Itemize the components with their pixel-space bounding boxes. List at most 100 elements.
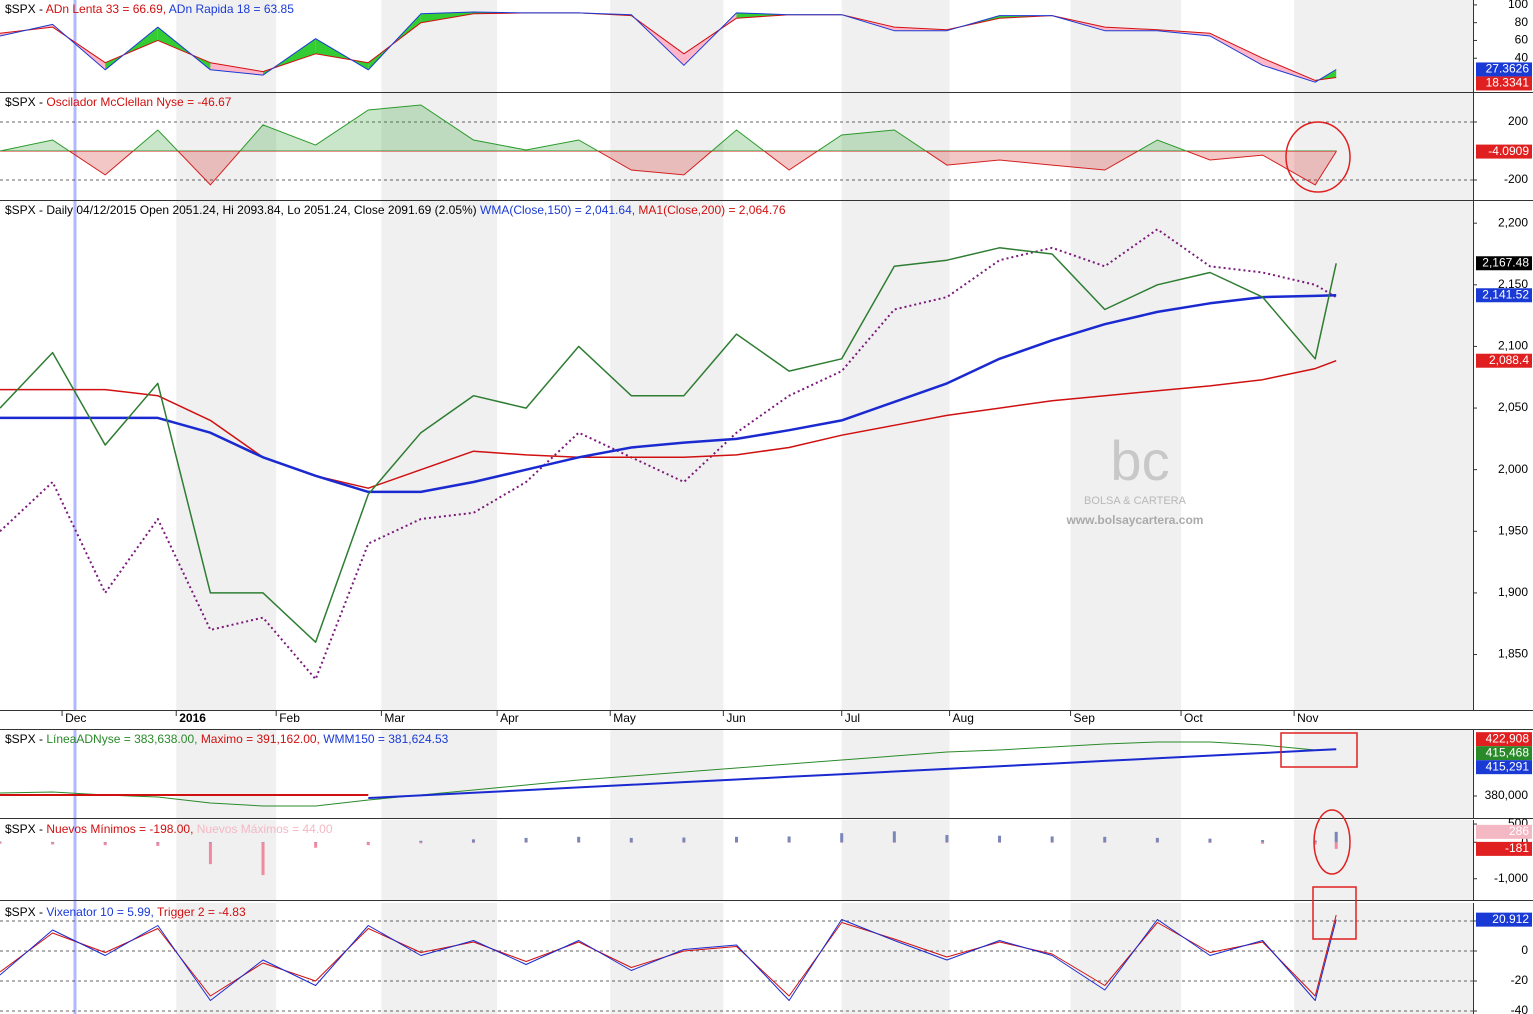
bar — [682, 842, 686, 843]
bar — [156, 842, 160, 846]
bar — [471, 842, 475, 844]
title-part: $SPX - Daily 04/12/2015 Open 2051.24, Hi… — [5, 203, 480, 217]
bar — [0, 841, 2, 843]
x-tick-label: 2016 — [179, 711, 206, 725]
bar — [1208, 842, 1212, 844]
price-label: 2,088.4 — [1489, 353, 1529, 367]
bar — [1313, 840, 1317, 843]
panel-title: $SPX - Vixenator 10 = 5.99, Trigger 2 = … — [5, 905, 246, 919]
price-label: -4.0909 — [1488, 144, 1529, 158]
bar — [419, 840, 423, 843]
price-label: 20.912 — [1492, 912, 1529, 926]
bar — [892, 831, 896, 843]
month-band — [1294, 820, 1473, 900]
x-tick-label: Sep — [1074, 711, 1096, 725]
title-part: MA1(Close,200) = 2,064.76 — [638, 203, 785, 217]
price-label-box — [1476, 746, 1532, 761]
x-tick-label: Mar — [384, 711, 405, 725]
bar — [577, 836, 581, 843]
bar — [577, 842, 581, 843]
y-tick-label: 0 — [1521, 834, 1528, 848]
bar — [1261, 840, 1265, 843]
panel-title: $SPX - Oscilador McClellan Nyse = -46.67 — [5, 95, 232, 109]
title-part: Nuevos Mínimos = -198.00, — [46, 822, 196, 836]
bar — [314, 842, 318, 848]
bar — [261, 842, 265, 876]
month-band — [610, 201, 724, 710]
oscillator-area — [0, 104, 1337, 151]
y-tick-label: -1,000 — [1494, 871, 1528, 885]
x-tick-label: Aug — [953, 711, 974, 725]
series-line — [0, 228, 1337, 681]
bar — [314, 842, 318, 843]
title-part: ADn Rapida 18 = 63.85 — [169, 2, 294, 16]
title-part: Trigger 2 = -4.83 — [157, 905, 246, 919]
month-band — [176, 903, 277, 1014]
bar — [51, 842, 55, 845]
series-line — [0, 741, 1337, 807]
price-label: 415,468 — [1486, 745, 1530, 759]
month-band — [841, 0, 950, 92]
y-tick-label: 2,050 — [1498, 400, 1528, 414]
fill-between — [1209, 33, 1263, 66]
annotation-box — [1312, 886, 1357, 940]
price-label-box — [1476, 353, 1532, 368]
y-tick-label: 100 — [1508, 0, 1528, 11]
y-tick-label: 2,200 — [1498, 215, 1528, 229]
price-label-box — [1476, 76, 1532, 91]
y-tick-label: 2,150 — [1498, 277, 1528, 291]
bar — [51, 841, 55, 843]
series-line — [0, 12, 1337, 81]
month-band — [1070, 93, 1182, 200]
title-part: $SPX - — [5, 732, 46, 746]
x-tick-label: Jul — [845, 711, 860, 725]
month-band — [1070, 903, 1182, 1014]
month-band — [176, 730, 277, 818]
month-band — [381, 93, 498, 200]
bar — [682, 837, 686, 843]
y-tick-label: -200 — [1504, 172, 1528, 186]
y-tick-label: 2,100 — [1498, 339, 1528, 353]
bar — [261, 842, 265, 843]
series-line — [0, 11, 1337, 83]
x-tick-label: Feb — [279, 711, 300, 725]
month-band — [610, 730, 724, 818]
month-band — [381, 201, 498, 710]
price-label: 415,291 — [1486, 759, 1530, 773]
series-line — [368, 748, 1337, 799]
price-label-box — [1476, 732, 1532, 747]
price-label-box — [1476, 760, 1532, 775]
bar — [998, 835, 1002, 843]
price-label: 286 — [1509, 824, 1529, 838]
fill-between — [210, 62, 264, 76]
y-tick-label: 1,850 — [1498, 647, 1528, 661]
price-label-box — [1476, 912, 1532, 927]
x-tick-label: Nov — [1297, 711, 1318, 725]
panel-title: $SPX - Nuevos Mínimos = -198.00, Nuevos … — [5, 822, 333, 836]
y-tick-label: 200 — [1508, 114, 1528, 128]
x-tick-label: May — [613, 711, 636, 725]
month-band — [1294, 93, 1473, 200]
month-band — [610, 820, 724, 900]
month-band — [381, 903, 498, 1014]
bar — [1103, 836, 1107, 843]
price-label-box — [1476, 144, 1532, 159]
title-part: WMM150 = 381,624.53 — [323, 732, 448, 746]
bar — [1050, 836, 1054, 843]
bar — [419, 842, 423, 844]
title-part: WMA(Close,150) = 2,041.64, — [480, 203, 638, 217]
x-tick-label: Oct — [1184, 711, 1203, 725]
title-part: Vixenator 10 = 5.99, — [46, 905, 157, 919]
month-band — [841, 903, 950, 1014]
bar — [1313, 842, 1317, 845]
bar — [156, 842, 160, 843]
bar — [524, 842, 528, 843]
y-tick-label: 60 — [1515, 33, 1529, 47]
bar — [208, 842, 212, 865]
month-band — [841, 201, 950, 710]
y-tick-label: 1,950 — [1498, 523, 1528, 537]
bar — [629, 842, 633, 843]
bar — [208, 842, 212, 843]
bar — [1208, 838, 1212, 843]
